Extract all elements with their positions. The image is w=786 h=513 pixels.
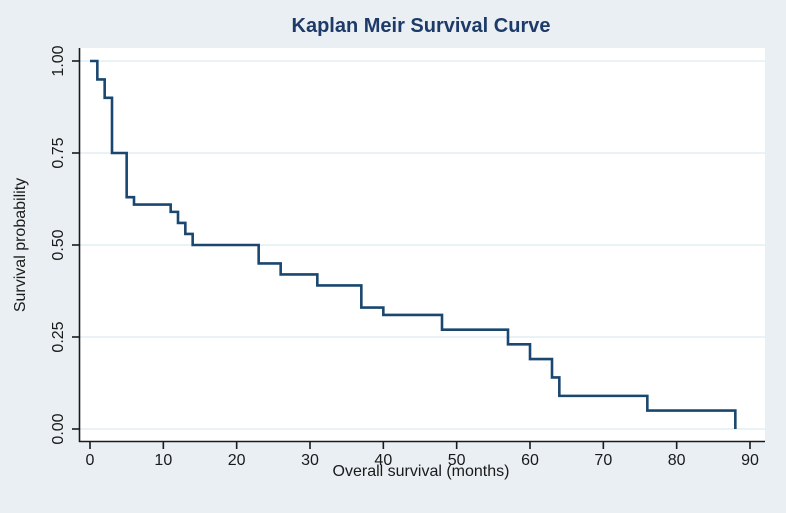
x-tick-label: 40 [374,452,392,469]
x-axis-title: Overall survival (months) [333,463,510,480]
x-tick-label: 70 [594,452,612,469]
x-tick-label: 80 [668,452,686,469]
y-tick-label: 0.25 [50,321,67,352]
x-tick-label: 90 [741,452,759,469]
y-axis-title: Survival probability [12,178,29,312]
y-tick-label: 0.50 [50,229,67,260]
x-tick-label: 50 [448,452,466,469]
x-tick-label: 10 [154,452,172,469]
x-tick-label: 60 [521,452,539,469]
axis-tick-labels: 0.00 0.25 0.50 0.75 1.00 0 10 20 30 40 50 60 70 80 90 [50,45,759,469]
x-tick-label: 0 [86,452,95,469]
x-tick-label: 30 [301,452,319,469]
survival-curve-line [90,59,737,429]
survival-curve [90,59,737,429]
y-tick-label: 1.00 [50,45,67,76]
axis-ticks [72,60,751,449]
axes [78,48,765,443]
x-tick-label: 20 [228,452,246,469]
chart-title: Kaplan Meir Survival Curve [292,15,551,37]
y-tick-label: 0.00 [50,413,67,444]
y-tick-label: 0.75 [50,137,67,168]
